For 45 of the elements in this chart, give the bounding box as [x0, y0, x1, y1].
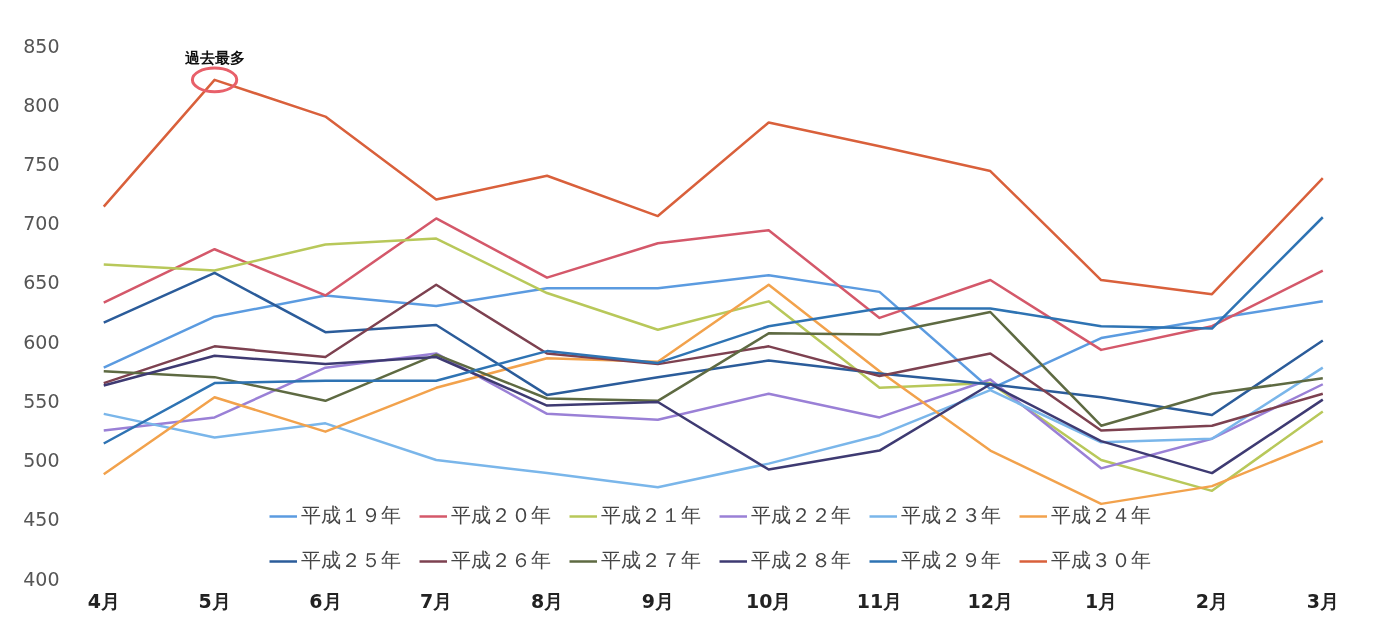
- line-series: [102, 366, 1325, 489]
- x-tick-label: 5月: [198, 589, 231, 612]
- x-tick-label: 1月: [1085, 589, 1118, 612]
- line-series: [102, 283, 1325, 506]
- annotation: 過去最多: [183, 48, 245, 67]
- y-tick-label: 600: [23, 330, 60, 353]
- x-tick-label: 3月: [1306, 589, 1339, 612]
- legend-label: 平成２７年: [601, 547, 701, 574]
- x-tick-label: 2月: [1195, 589, 1229, 612]
- x-tick-label: 7月: [420, 589, 453, 612]
- x-tick-label: 4月: [87, 589, 120, 612]
- x-tick-label: 6月: [309, 589, 342, 612]
- y-tick-label: 750: [23, 152, 60, 175]
- line-series: [102, 310, 1325, 427]
- y-tick-label: 550: [23, 389, 60, 412]
- line-series: [102, 215, 1325, 445]
- x-tick-label: 8月: [530, 589, 564, 612]
- x-tick-label: 12月: [967, 589, 1014, 612]
- y-tick-label: 850: [23, 34, 60, 57]
- x-tick-label: 11月: [856, 589, 903, 612]
- legend-label: 平成２０年: [451, 502, 551, 529]
- legend-label: 平成２５年: [301, 547, 401, 574]
- legend-label: 平成２４年: [1051, 502, 1151, 529]
- legend-label: 平成２８年: [751, 547, 851, 574]
- line-series: [102, 78, 1325, 296]
- line-series: [102, 274, 1325, 391]
- y-tick-label: 450: [23, 508, 60, 531]
- x-tick-label: 10月: [745, 589, 792, 612]
- legend-label: 平成２１年: [601, 502, 701, 529]
- legend-label: 平成１９年: [301, 502, 401, 529]
- y-tick-label: 700: [23, 212, 60, 235]
- y-tick-label: 800: [23, 93, 60, 116]
- line-series: [102, 271, 1325, 417]
- y-tick-label: 500: [23, 449, 60, 472]
- legend-label: 平成２９年: [901, 547, 1001, 574]
- legend-label: 平成２２年: [751, 502, 851, 529]
- line-series: [102, 237, 1325, 493]
- legend-label: 平成２３年: [901, 502, 1001, 529]
- legend-label: 平成２６年: [451, 547, 551, 574]
- line-series: [102, 283, 1325, 432]
- x-tick-label: 9月: [641, 589, 674, 612]
- legend-label: 平成３０年: [1051, 547, 1151, 574]
- line-series: [102, 217, 1325, 352]
- y-tick-label: 650: [23, 271, 60, 294]
- y-tick-label: 400: [23, 567, 60, 590]
